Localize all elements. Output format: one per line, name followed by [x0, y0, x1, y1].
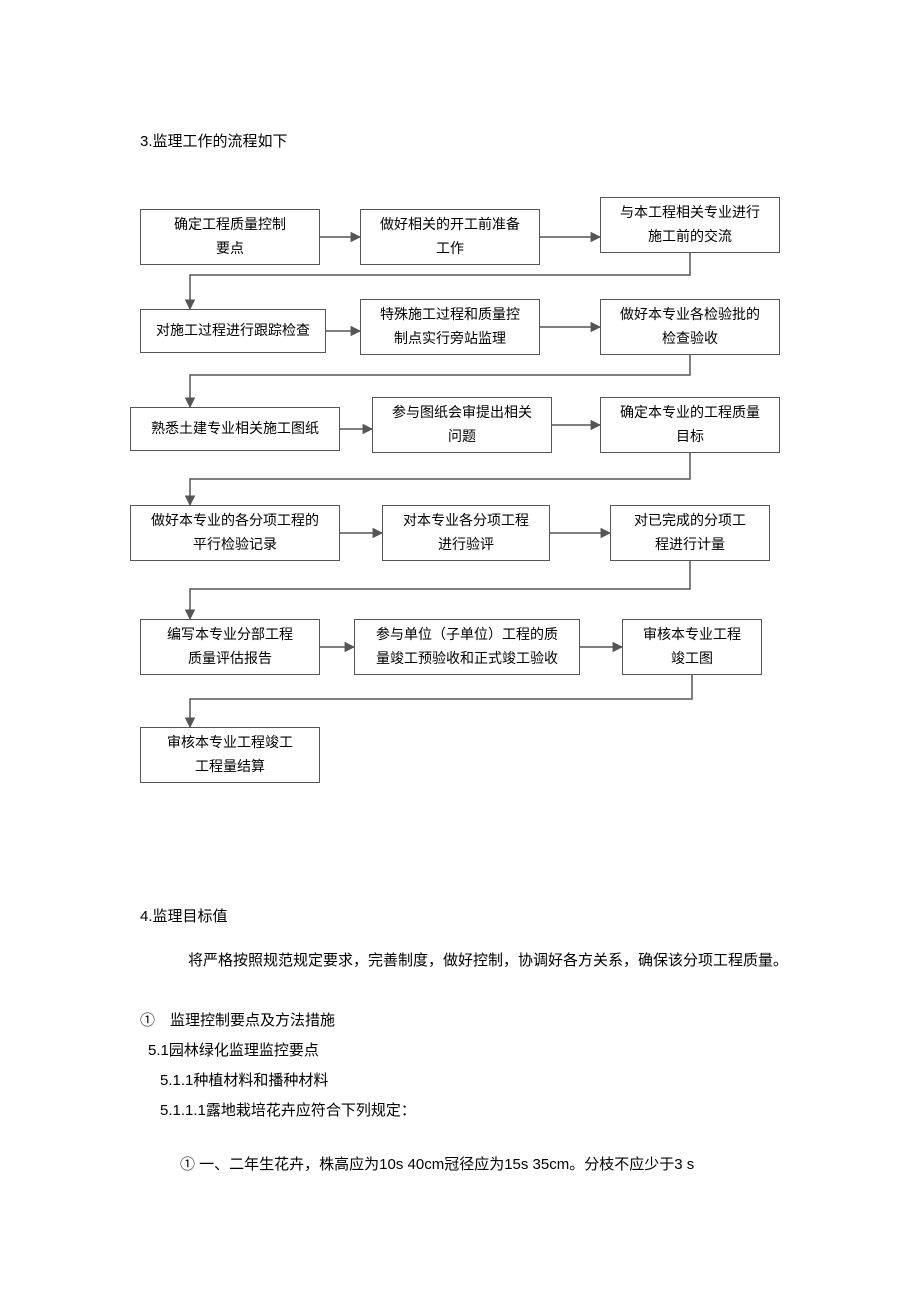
flow-node-line1: 参与图纸会审提出相关	[392, 401, 532, 425]
flow-node-line2: 问题	[448, 425, 476, 449]
flow-node-line1: 编写本专业分部工程	[167, 623, 293, 647]
flow-node-line2: 竣工图	[671, 647, 713, 671]
flowchart: 确定工程质量控制要点做好相关的开工前准备工作与本工程相关专业进行施工前的交流对施…	[130, 169, 790, 879]
flow-node-line2: 制点实行旁站监理	[394, 327, 506, 351]
flow-node-n7: 熟悉土建专业相关施工图纸	[130, 407, 340, 451]
heading-3: 3.监理工作的流程如下	[140, 130, 800, 151]
flow-node-line2: 程进行计量	[655, 533, 725, 557]
flow-edge	[190, 561, 690, 619]
flow-node-line1: 熟悉土建专业相关施工图纸	[151, 417, 319, 441]
flow-node-line2: 检查验收	[662, 327, 718, 351]
flow-node-n16: 审核本专业工程竣工工程量结算	[140, 727, 320, 783]
flow-edge	[190, 675, 692, 727]
flow-node-line2: 目标	[676, 425, 704, 449]
flow-node-line1: 做好本专业的各分项工程的	[151, 509, 319, 533]
section-circle-1: ① 监理控制要点及方法措施	[140, 1006, 800, 1036]
flow-node-line1: 审核本专业工程竣工	[167, 731, 293, 755]
flow-node-n3: 与本工程相关专业进行施工前的交流	[600, 197, 780, 253]
flow-node-n15: 审核本专业工程竣工图	[622, 619, 762, 675]
flow-node-line1: 做好相关的开工前准备	[380, 213, 520, 237]
flow-node-line1: 参与单位（子单位）工程的质	[376, 623, 558, 647]
paragraph-4: 将严格按照规范规定要求，完善制度，做好控制，协调好各方关系，确保该分项工程质量。	[140, 946, 800, 976]
flow-edge	[190, 453, 690, 505]
flow-node-line1: 确定工程质量控制	[174, 213, 286, 237]
flow-node-line2: 进行验评	[438, 533, 494, 557]
flow-node-line2: 工作	[436, 237, 464, 261]
flow-node-n10: 做好本专业的各分项工程的平行检验记录	[130, 505, 340, 561]
flow-node-line1: 审核本专业工程	[643, 623, 741, 647]
flow-node-line1: 与本工程相关专业进行	[620, 201, 760, 225]
flow-node-n1: 确定工程质量控制要点	[140, 209, 320, 265]
flow-node-line1: 对已完成的分项工	[634, 509, 746, 533]
flow-node-line1: 做好本专业各检验批的	[620, 303, 760, 327]
section-5-1-1-1: 5.1.1.1露地栽培花卉应符合下列规定：	[160, 1096, 800, 1126]
section-5-1: 5.1园林绿化监理监控要点	[148, 1036, 800, 1066]
list-item-1: ① 一、二年生花卉，株高应为10s 40cm冠径应为15s 35cm。分枝不应少…	[180, 1150, 800, 1180]
flow-node-n5: 特殊施工过程和质量控制点实行旁站监理	[360, 299, 540, 355]
flow-node-n11: 对本专业各分项工程进行验评	[382, 505, 550, 561]
flow-node-n14: 参与单位（子单位）工程的质量竣工预验收和正式竣工验收	[354, 619, 580, 675]
flow-node-line1: 确定本专业的工程质量	[620, 401, 760, 425]
flow-node-n6: 做好本专业各检验批的检查验收	[600, 299, 780, 355]
flow-node-line2: 要点	[216, 237, 244, 261]
flow-node-n2: 做好相关的开工前准备工作	[360, 209, 540, 265]
section-5-1-1: 5.1.1种植材料和播种材料	[160, 1066, 800, 1096]
flow-node-n12: 对已完成的分项工程进行计量	[610, 505, 770, 561]
flow-node-line2: 平行检验记录	[193, 533, 277, 557]
flow-node-line2: 工程量结算	[195, 755, 265, 779]
flow-node-line2: 质量评估报告	[188, 647, 272, 671]
flow-node-line1: 对施工过程进行跟踪检查	[156, 319, 310, 343]
flow-node-line2: 量竣工预验收和正式竣工验收	[376, 647, 558, 671]
flow-node-n8: 参与图纸会审提出相关问题	[372, 397, 552, 453]
heading-4: 4.监理目标值	[140, 905, 800, 926]
flow-node-line1: 特殊施工过程和质量控	[380, 303, 520, 327]
flow-node-n4: 对施工过程进行跟踪检查	[140, 309, 326, 353]
flow-node-line1: 对本专业各分项工程	[403, 509, 529, 533]
flow-node-n13: 编写本专业分部工程质量评估报告	[140, 619, 320, 675]
flow-node-n9: 确定本专业的工程质量目标	[600, 397, 780, 453]
flow-node-line2: 施工前的交流	[648, 225, 732, 249]
